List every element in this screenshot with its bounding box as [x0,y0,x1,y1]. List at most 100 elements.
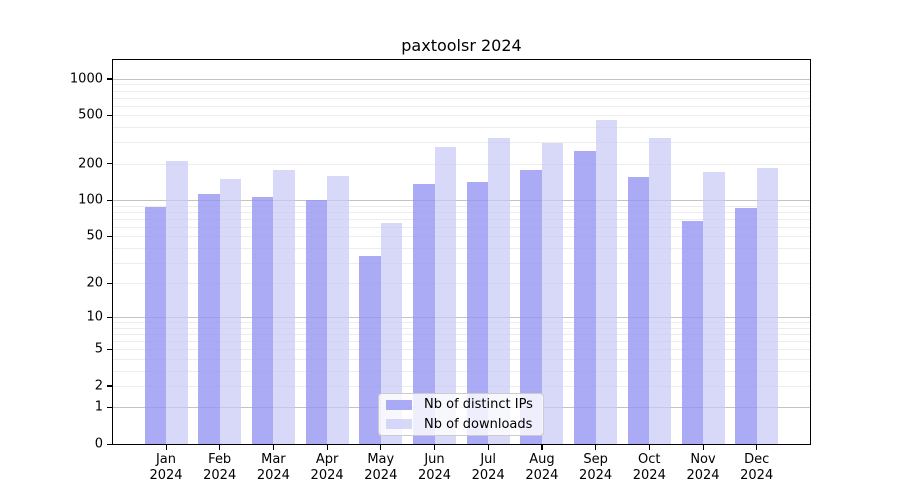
bar-dec-ips [735,208,757,444]
x-tick-year: 2024 [203,468,237,483]
legend-row-distinct-ips: Nb of distinct IPs [386,397,535,413]
bar-sep-ips [574,150,596,444]
x-tick-mark [487,445,489,450]
major-gridline [113,200,810,202]
minor-gridline [113,236,810,238]
x-tick-year: 2024 [632,468,666,483]
minor-gridline [113,247,810,249]
minor-gridline [113,334,810,336]
y-tick-mark [107,282,112,284]
minor-gridline [113,218,810,220]
minor-gridline [113,322,810,324]
bar-jan-downloads [166,160,188,444]
minor-gridline [113,205,810,207]
major-gridline [113,78,810,80]
y-tick-mark [107,199,112,201]
minor-gridline [113,226,810,228]
chart-title: paxtoolsr 2024 [401,36,522,55]
x-tick-year: 2024 [256,468,290,483]
bar-oct-ips [627,176,650,444]
legend-row-downloads: Nb of downloads [386,417,535,433]
minor-gridline [113,97,810,99]
x-tick-label-may: May 2024 [351,452,411,484]
x-tick-label-apr: Apr 2024 [297,452,357,484]
y-tick-label: 2 [94,378,103,394]
y-tick-mark [107,163,112,165]
minor-gridline [113,84,810,86]
x-tick-label-mar: Mar 2024 [243,452,303,484]
x-tick-year: 2024 [417,468,452,483]
bar-feb-downloads [219,178,242,444]
bar-jun-ips [413,184,435,444]
legend-swatch-downloads [386,419,412,430]
x-tick-mark [541,445,543,450]
legend-label-downloads: Nb of downloads [424,416,533,432]
minor-gridline [113,349,810,351]
x-tick-mark [702,445,704,450]
legend: Nb of distinct IPs Nb of downloads [378,393,544,436]
x-tick-label-feb: Feb 2024 [190,452,250,484]
x-tick-mark [434,445,436,450]
bar-aug-ips [520,170,542,444]
bar-jun-downloads [434,147,456,444]
plot-area [112,59,811,445]
x-tick-mark [219,445,221,450]
bar-mar-ips [251,196,274,444]
minor-gridline [113,385,810,387]
y-tick-mark [107,406,112,409]
bar-may-downloads [380,222,403,444]
bar-may-ips [359,256,381,444]
x-tick-mark [380,445,382,450]
minor-gridline [113,115,810,117]
major-gridline [113,317,810,319]
y-tick-label: 200 [78,156,103,172]
x-tick-year: 2024 [310,468,344,483]
y-tick-mark [107,78,112,80]
minor-gridline [113,163,810,165]
x-tick-label-jul: Jul 2024 [458,452,518,484]
y-tick-label: 500 [78,107,103,123]
minor-gridline [113,90,810,92]
x-tick-mark [756,445,758,450]
x-tick-label-aug: Aug 2024 [512,452,572,484]
minor-gridline [113,283,810,285]
y-tick-mark [107,235,112,237]
bar-sep-downloads [595,119,618,444]
y-tick-label: 1000 [69,71,103,87]
y-tick-label: 1 [94,399,103,415]
y-tick-mark [107,385,112,387]
y-tick-label: 50 [86,228,103,244]
minor-gridline [113,341,810,343]
x-tick-label-oct: Oct 2024 [619,452,679,484]
x-tick-year: 2024 [364,468,398,483]
legend-label-distinct-ips: Nb of distinct IPs [424,397,533,413]
x-tick-label-jan: Jan 2024 [136,452,196,484]
bar-jul-downloads [488,138,510,444]
minor-gridline [113,127,810,129]
x-tick-label-sep: Sep 2024 [566,452,626,484]
legend-swatch-distinct-ips [386,399,412,410]
minor-gridline [113,142,810,144]
x-tick-year: 2024 [525,468,559,483]
y-tick-label: 10 [86,309,103,325]
x-tick-mark [648,445,650,450]
bar-dec-downloads [756,168,779,444]
x-tick-mark [595,445,597,450]
y-tick-label: 0 [94,436,103,452]
minor-gridline [113,358,810,360]
bar-feb-ips [198,194,220,444]
bar-nov-downloads [703,172,725,444]
y-tick-label: 5 [94,341,103,357]
x-tick-label-jun: Jun 2024 [405,452,465,484]
x-tick-label-nov: Nov 2024 [673,452,733,484]
bar-apr-downloads [327,176,349,444]
minor-gridline [113,105,810,107]
y-tick-mark [107,348,112,350]
y-tick-mark [107,114,112,117]
y-tick-label: 100 [78,192,103,208]
bar-aug-downloads [541,143,564,444]
y-tick-label: 20 [86,275,103,291]
minor-gridline [113,370,810,372]
bar-mar-downloads [273,170,295,444]
